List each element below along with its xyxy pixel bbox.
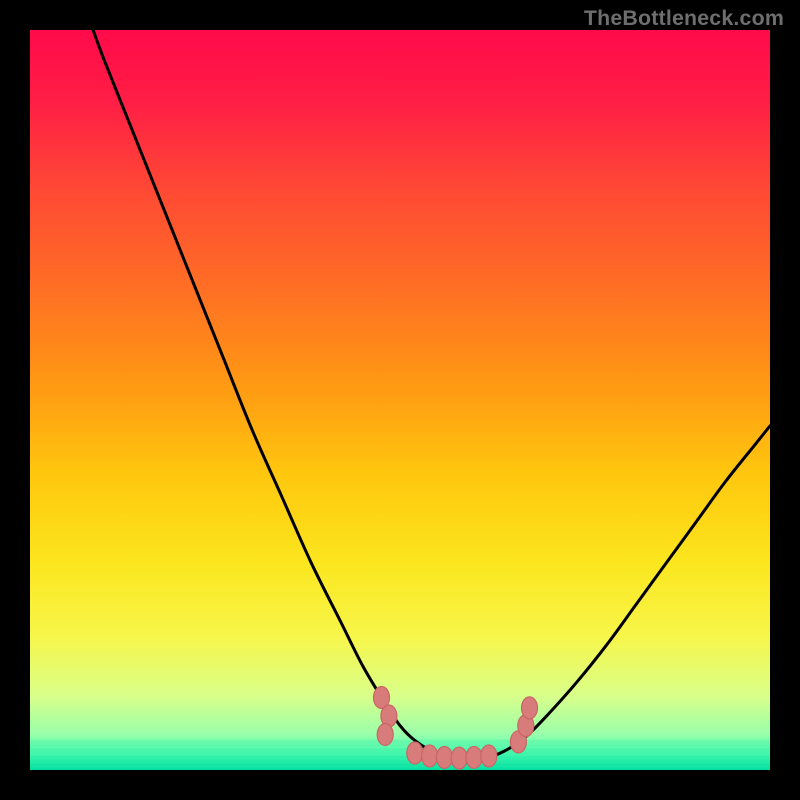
marker-ellipse bbox=[451, 747, 467, 769]
marker-ellipse bbox=[407, 742, 423, 764]
marker-ellipse bbox=[466, 746, 482, 768]
marker-ellipse bbox=[436, 746, 452, 768]
green-band-overlay bbox=[30, 740, 770, 766]
marker-ellipse bbox=[522, 697, 538, 719]
marker-ellipse bbox=[422, 745, 438, 767]
gradient-background bbox=[30, 30, 770, 770]
marker-ellipse bbox=[481, 745, 497, 767]
chart-frame: TheBottleneck.com bbox=[0, 0, 800, 800]
bottleneck-curve-chart bbox=[0, 0, 800, 800]
marker-ellipse bbox=[377, 723, 393, 745]
